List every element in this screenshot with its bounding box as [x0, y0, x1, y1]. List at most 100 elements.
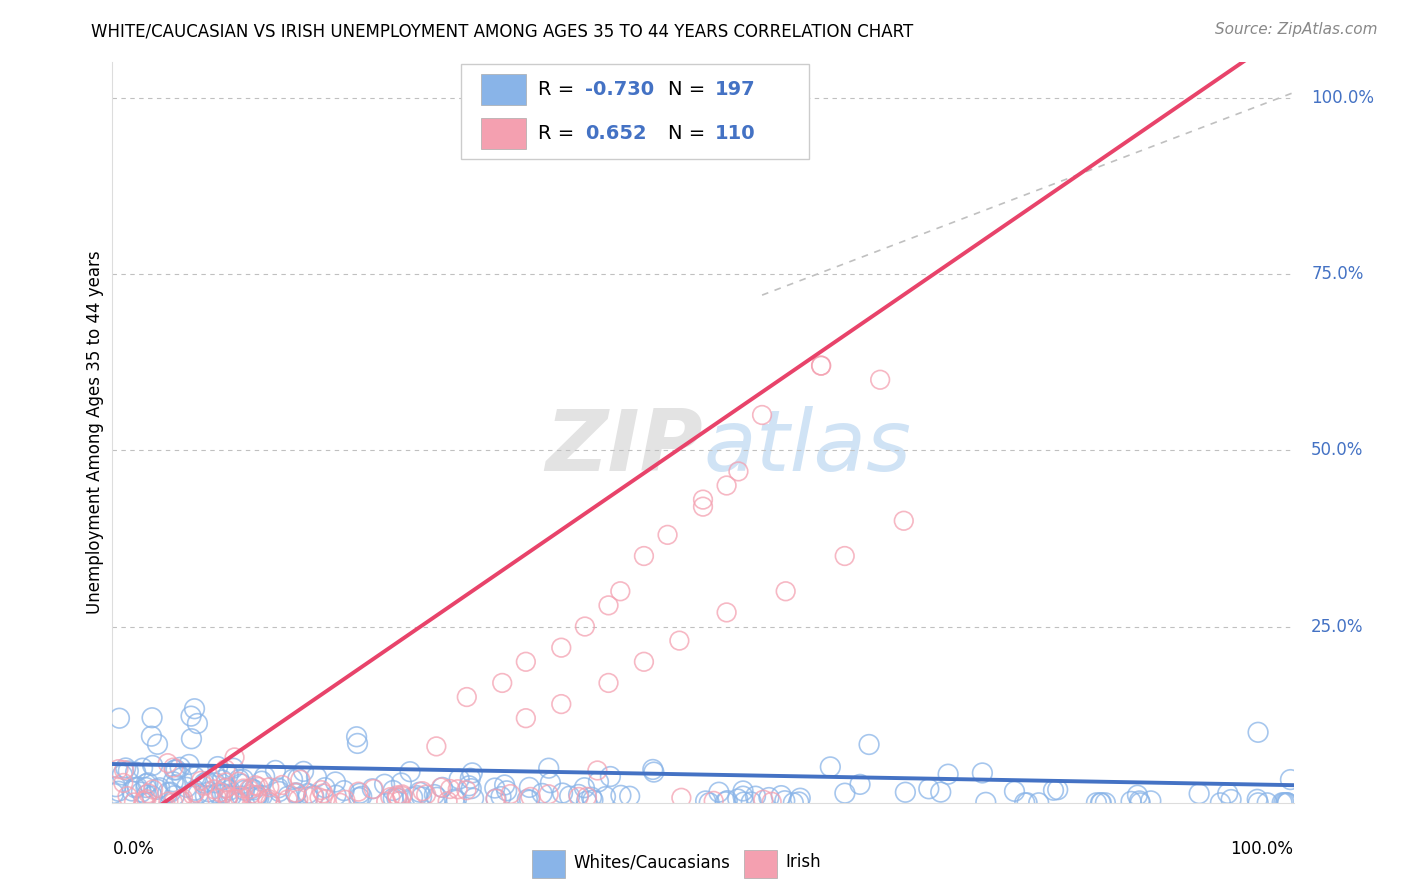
Point [1272, 796, 1295, 810]
Point [380, 790, 402, 805]
Text: 75.0%: 75.0% [1312, 265, 1364, 283]
Point [610, 789, 633, 803]
Point [162, 796, 184, 810]
Point [740, 795, 762, 809]
Point [574, 780, 596, 795]
Point [456, 783, 478, 797]
Point [194, 789, 217, 803]
Point [104, 780, 127, 794]
Point [1220, 792, 1243, 806]
Point [233, 783, 256, 797]
Point [209, 785, 232, 799]
Point [205, 769, 228, 783]
Point [494, 778, 516, 792]
Text: 0.652: 0.652 [585, 124, 647, 143]
Text: -0.730: -0.730 [585, 79, 654, 99]
Point [264, 764, 287, 778]
Point [1128, 794, 1150, 808]
Point [333, 783, 356, 797]
Point [936, 767, 959, 781]
Text: 25.0%: 25.0% [1312, 617, 1364, 635]
Point [207, 786, 229, 800]
Point [297, 790, 319, 805]
Point [668, 633, 690, 648]
Point [439, 782, 461, 797]
Point [1277, 796, 1299, 810]
Point [1046, 782, 1069, 797]
Point [141, 711, 163, 725]
Point [183, 770, 205, 784]
Point [172, 791, 194, 805]
Point [751, 408, 773, 422]
Point [609, 584, 631, 599]
Point [187, 787, 209, 801]
Point [186, 716, 208, 731]
FancyBboxPatch shape [531, 850, 565, 879]
Point [858, 738, 880, 752]
Point [277, 789, 299, 804]
Point [716, 478, 738, 492]
Point [311, 783, 333, 797]
Point [287, 792, 309, 806]
Text: N =: N = [668, 124, 711, 143]
Point [325, 775, 347, 789]
Point [142, 758, 165, 772]
Point [918, 781, 941, 796]
Point [180, 709, 202, 723]
Point [224, 750, 246, 764]
Point [1246, 792, 1268, 806]
Point [290, 772, 312, 787]
Point [782, 796, 804, 810]
Text: Whites/Caucasians: Whites/Caucasians [574, 853, 730, 871]
Point [121, 784, 143, 798]
Point [1090, 796, 1112, 810]
Point [181, 788, 204, 802]
Point [346, 736, 368, 750]
Point [117, 789, 139, 804]
Point [204, 775, 226, 789]
Point [703, 794, 725, 808]
Point [107, 762, 129, 776]
Point [256, 794, 278, 808]
Point [385, 789, 408, 803]
Point [253, 769, 276, 783]
Point [269, 784, 291, 798]
Point [537, 787, 560, 801]
Point [595, 789, 617, 804]
FancyBboxPatch shape [461, 64, 810, 159]
Point [347, 785, 370, 799]
Point [183, 702, 205, 716]
Point [127, 780, 149, 795]
Point [163, 789, 186, 803]
Point [773, 794, 796, 808]
Point [586, 764, 609, 778]
Point [758, 790, 780, 805]
Y-axis label: Unemployment Among Ages 35 to 44 years: Unemployment Among Ages 35 to 44 years [86, 251, 104, 615]
Point [1042, 783, 1064, 797]
Point [1014, 796, 1036, 810]
Point [124, 765, 146, 780]
Point [281, 772, 304, 787]
Point [692, 91, 714, 105]
FancyBboxPatch shape [481, 73, 526, 104]
Point [810, 359, 832, 373]
Point [382, 783, 405, 797]
Point [132, 794, 155, 808]
Point [551, 786, 574, 800]
Point [136, 786, 159, 800]
Point [135, 777, 157, 791]
Point [197, 785, 219, 799]
Point [146, 737, 169, 751]
Point [250, 774, 273, 789]
Point [243, 782, 266, 797]
Point [692, 492, 714, 507]
Point [165, 778, 187, 792]
Point [538, 776, 561, 790]
Point [136, 776, 159, 790]
Point [238, 782, 260, 797]
Point [1188, 787, 1211, 801]
Point [581, 790, 603, 805]
Point [218, 783, 240, 797]
Point [385, 791, 408, 805]
Point [820, 760, 842, 774]
